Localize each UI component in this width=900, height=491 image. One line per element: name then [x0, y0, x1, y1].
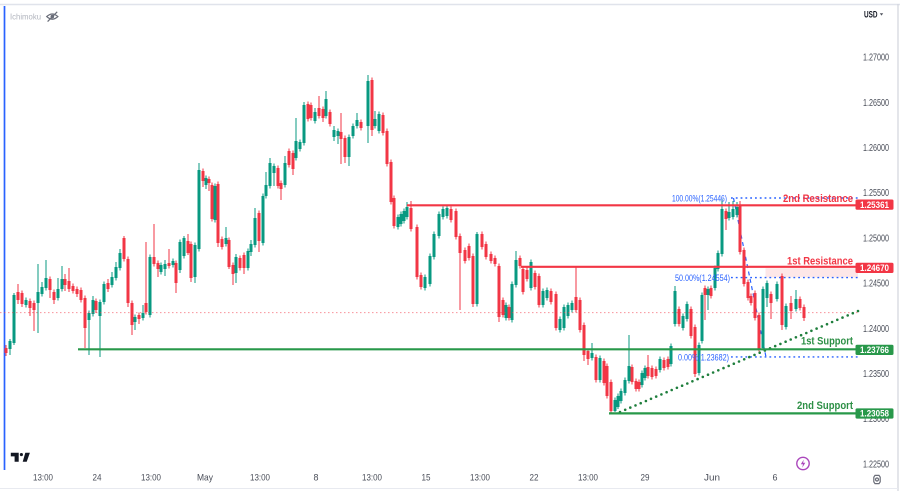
svg-text:Ichimoku: Ichimoku — [10, 12, 41, 22]
svg-text:May: May — [197, 473, 213, 484]
svg-text:1.25000: 1.25000 — [863, 233, 889, 244]
svg-text:1.27000: 1.27000 — [863, 53, 889, 64]
svg-text:1.24500: 1.24500 — [863, 279, 889, 290]
svg-text:Jun: Jun — [704, 473, 720, 484]
svg-text:15: 15 — [422, 473, 431, 484]
svg-text:USD: USD — [864, 10, 878, 20]
svg-text:1.26000: 1.26000 — [863, 143, 889, 154]
svg-text:13:00: 13:00 — [33, 473, 53, 484]
svg-text:1.23058: 1.23058 — [860, 409, 889, 419]
svg-text:2nd Resistance: 2nd Resistance — [783, 193, 853, 205]
svg-text:13:00: 13:00 — [362, 473, 382, 484]
svg-text:1.23500: 1.23500 — [863, 369, 889, 380]
svg-text:1.24670: 1.24670 — [860, 263, 889, 273]
svg-text:1.23766: 1.23766 — [860, 345, 889, 355]
svg-text:13:00: 13:00 — [578, 473, 598, 484]
svg-text:13:00: 13:00 — [250, 473, 270, 484]
svg-text:100.00%(1.25446): 100.00%(1.25446) — [672, 194, 727, 205]
svg-text:1.24000: 1.24000 — [863, 324, 889, 335]
svg-text:1.22500: 1.22500 — [863, 459, 889, 470]
svg-text:8: 8 — [314, 473, 319, 484]
svg-text:22: 22 — [530, 473, 539, 484]
svg-text:2nd Support: 2nd Support — [797, 400, 853, 412]
svg-text:1.25500: 1.25500 — [863, 188, 889, 199]
svg-text:1.26500: 1.26500 — [863, 98, 889, 109]
svg-text:1st Support: 1st Support — [801, 336, 853, 348]
svg-text:13:00: 13:00 — [470, 473, 490, 484]
svg-text:6: 6 — [773, 473, 778, 484]
svg-text:13:00: 13:00 — [141, 473, 161, 484]
svg-text:24: 24 — [93, 473, 102, 484]
svg-text:1.23000: 1.23000 — [863, 414, 889, 425]
svg-text:1.25361: 1.25361 — [860, 200, 889, 210]
svg-text:29: 29 — [641, 473, 650, 484]
svg-text:1st Resistance: 1st Resistance — [787, 256, 853, 268]
svg-text:0.00%(1.23682): 0.00%(1.23682) — [678, 353, 729, 364]
svg-text:50.00%(1.24554): 50.00%(1.24554) — [675, 273, 730, 284]
